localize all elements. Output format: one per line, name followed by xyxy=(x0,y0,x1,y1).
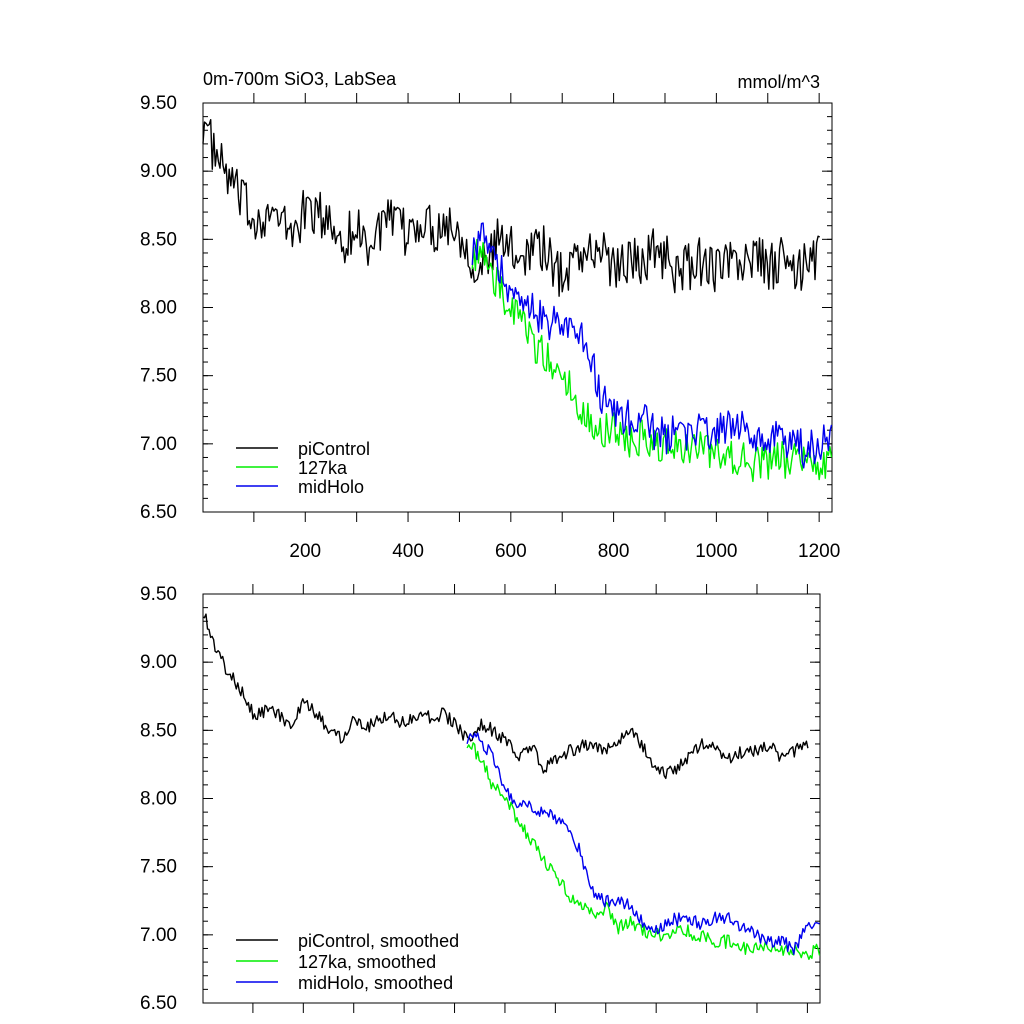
series-line-picontrol xyxy=(202,118,821,297)
legend-label: piControl xyxy=(298,439,370,459)
y-tick-label: 9.50 xyxy=(140,93,177,114)
y-tick-label: 7.50 xyxy=(140,857,177,878)
bottom-panel-series xyxy=(202,613,821,960)
chart-title: 0m-700m SiO3, LabSea xyxy=(203,69,397,89)
x-tick-label: 200 xyxy=(289,541,321,562)
top-panel: 6.50 7.00 7.50 8.00 8.50 9.00 9.50 200 400 600 800… xyxy=(140,93,840,562)
legend-label: piControl, smoothed xyxy=(298,931,459,951)
y-tick-label: 7.00 xyxy=(140,434,177,455)
series-line-127ka-smoothed xyxy=(466,742,821,960)
x-tick-label: 400 xyxy=(392,541,424,562)
top-panel-axes: 6.50 7.00 7.50 8.00 8.50 9.00 9.50 200 400 600 800… xyxy=(140,93,840,562)
series-line-127ka xyxy=(471,238,833,483)
y-tick-label: 8.50 xyxy=(140,720,177,741)
y-tick-label: 8.00 xyxy=(140,789,177,810)
legend-label: midHolo xyxy=(298,477,364,497)
series-line-picontrol-smoothed xyxy=(202,613,809,780)
y-tick-label: 7.50 xyxy=(140,366,177,387)
legend-label: midHolo, smoothed xyxy=(298,973,453,993)
series-line-midholo xyxy=(471,222,833,469)
y-tick-label: 6.50 xyxy=(140,502,177,523)
bottom-panel: 6.50 7.00 7.50 8.00 8.50 9.00 9.50 piControl, … xyxy=(140,584,821,1014)
y-tick-label: 6.50 xyxy=(140,993,177,1014)
x-tick-label: 800 xyxy=(598,541,630,562)
legend-label: 127ka xyxy=(298,458,348,478)
y-tick-label: 9.50 xyxy=(140,584,177,605)
units-label: mmol/m^3 xyxy=(738,72,820,92)
series-line-midholo-smoothed xyxy=(466,732,820,955)
y-tick-label: 8.50 xyxy=(140,229,177,250)
x-tick-label: 600 xyxy=(495,541,527,562)
y-tick-label: 7.00 xyxy=(140,925,177,946)
x-tick-label: 1000 xyxy=(695,541,737,562)
y-tick-label: 9.00 xyxy=(140,652,177,673)
bottom-panel-axes: 6.50 7.00 7.50 8.00 8.50 9.00 9.50 xyxy=(140,584,820,1014)
top-panel-series xyxy=(202,118,833,483)
x-tick-label: 1200 xyxy=(798,541,840,562)
legend-label: 127ka, smoothed xyxy=(298,952,436,972)
y-tick-label: 8.00 xyxy=(140,298,177,319)
y-tick-label: 9.00 xyxy=(140,161,177,182)
